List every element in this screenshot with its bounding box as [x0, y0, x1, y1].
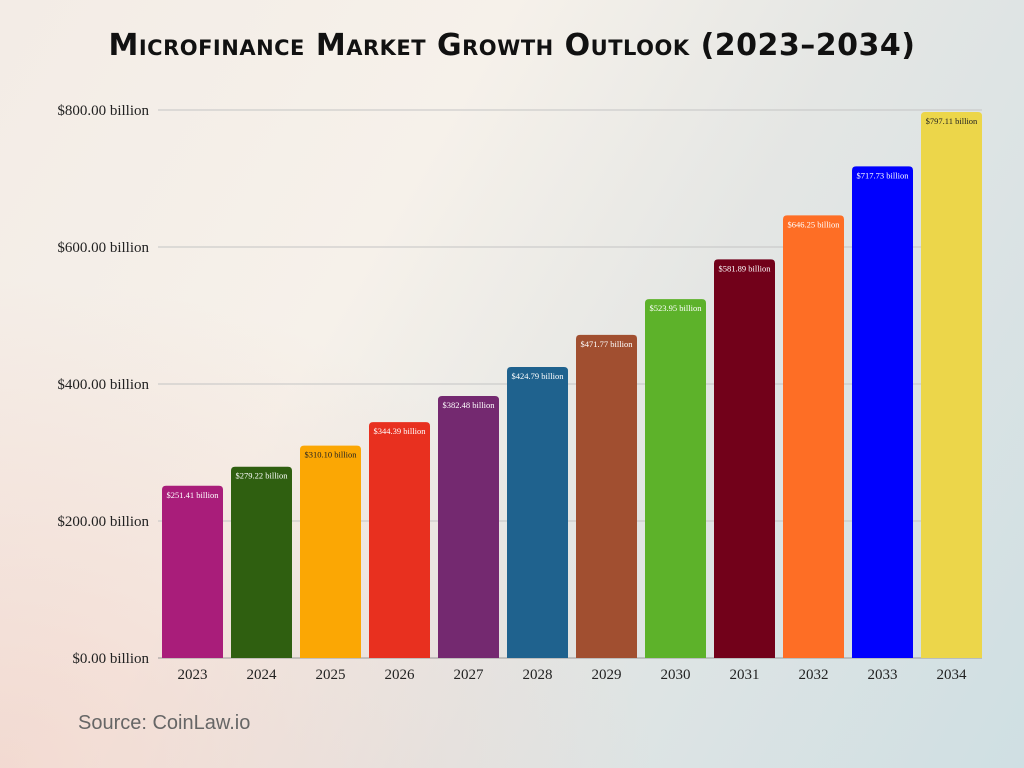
x-tick-label: 2026 — [385, 667, 416, 683]
data-label: $424.79 billion — [512, 371, 565, 381]
x-tick-label: 2028 — [523, 667, 553, 683]
bar-2030 — [645, 299, 706, 658]
bar-2034 — [921, 111, 982, 658]
data-label: $382.48 billion — [443, 400, 496, 410]
bar-2031 — [714, 259, 775, 658]
x-tick-label: 2033 — [868, 667, 898, 683]
bar-2032 — [783, 215, 844, 658]
data-label: $344.39 billion — [374, 426, 427, 436]
x-tick-label: 2024 — [247, 667, 278, 683]
x-tick-label: 2027 — [454, 667, 485, 683]
data-label: $310.10 billion — [305, 450, 358, 460]
data-label: $251.41 billion — [167, 490, 220, 500]
data-label: $523.95 billion — [650, 303, 703, 313]
bar-2029 — [576, 334, 637, 658]
x-tick-label: 2023 — [178, 667, 208, 683]
bar-2025 — [300, 445, 361, 658]
bar-2033 — [852, 166, 913, 658]
data-label: $279.22 billion — [236, 471, 289, 481]
y-tick-label: $800.00 billion — [57, 103, 149, 119]
y-tick-label: $600.00 billion — [57, 240, 149, 256]
bar-2023 — [162, 485, 223, 658]
y-tick-label: $0.00 billion — [72, 651, 149, 667]
x-tick-label: 2032 — [799, 667, 829, 683]
data-label: $471.77 billion — [581, 339, 634, 349]
data-label: $797.11 billion — [926, 116, 978, 126]
source-note: Source: CoinLaw.io — [78, 712, 251, 734]
x-tick-label: 2031 — [730, 667, 760, 683]
x-tick-label: 2030 — [661, 667, 691, 683]
bar-2026 — [369, 422, 430, 658]
x-tick-label: 2034 — [937, 667, 968, 683]
x-tick-label: 2029 — [592, 667, 622, 683]
bar-2024 — [231, 466, 292, 658]
y-tick-label: $400.00 billion — [57, 377, 149, 393]
y-tick-label: $200.00 billion — [57, 514, 149, 530]
bar-2027 — [438, 396, 499, 658]
data-label: $646.25 billion — [788, 219, 841, 229]
chart-title: Microfinance Market Growth Outlook (2023… — [108, 28, 916, 63]
data-label: $581.89 billion — [719, 263, 772, 273]
bar-2028 — [507, 367, 568, 658]
data-label: $717.73 billion — [857, 170, 910, 180]
x-tick-label: 2025 — [316, 667, 346, 683]
